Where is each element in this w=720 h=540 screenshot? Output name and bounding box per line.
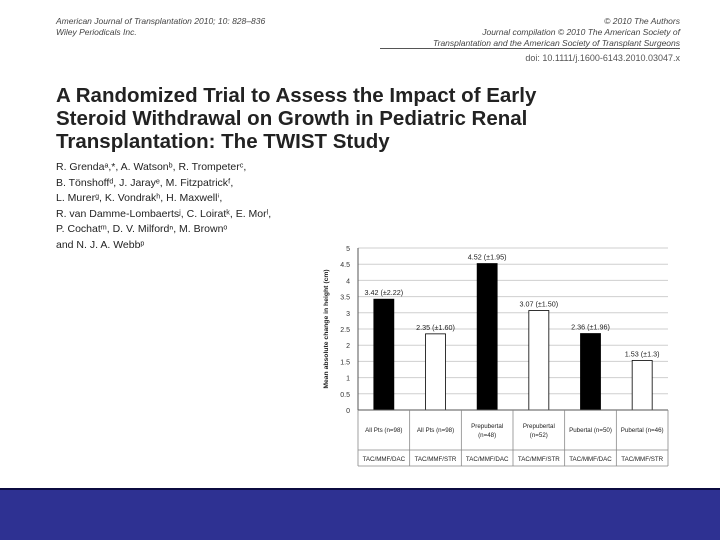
author-list: R. Grendaᵃ,*, A. Watsonᵇ, R. Trompeterᶜ,… <box>56 160 271 253</box>
regimen-label: TAC/MMF/DAC <box>363 456 406 463</box>
data-label: 3.07 (±1.50) <box>519 300 558 309</box>
regimen-label: TAC/MMF/DAC <box>569 456 612 463</box>
bar <box>631 360 653 411</box>
y-axis-label: Mean absolute change in height (cm) <box>323 269 330 388</box>
title-line-2: Steroid Withdrawal on Growth in Pediatri… <box>56 107 528 130</box>
author-line: L. Murerᵍ, K. Vondrakʰ, H. Maxwellⁱ, <box>56 192 223 204</box>
author-line: P. Cochatᵐ, D. V. Milfordⁿ, M. Brownᵒ <box>56 223 228 235</box>
doi-text: doi: 10.1111/j.1600-6143.2010.03047.x <box>525 53 680 63</box>
author-line: B. Tönshoffᵈ, J. Jarayᵉ, M. Fitzpatrickᶠ… <box>56 176 234 189</box>
category-label: (n=48) <box>478 432 496 439</box>
category-label: All Pts (n=98) <box>417 427 454 434</box>
y-tick-label: 4.5 <box>340 262 350 269</box>
author-line: R. Grendaᵃ,*, A. Watsonᵇ, R. Trompeterᶜ, <box>56 161 247 173</box>
regimen-label: TAC/MMF/STR <box>415 456 457 463</box>
category-label: Prepubertal <box>471 423 503 430</box>
y-tick-label: 1 <box>346 376 350 383</box>
category-label: Prepubertal <box>523 423 555 430</box>
y-tick-label: 0 <box>346 408 350 415</box>
article-title: A Randomized Trial to Assess the Impact … <box>56 84 656 153</box>
publisher-name: Wiley Periodicals Inc. <box>56 27 137 37</box>
category-label: Pubertal (n=50) <box>569 427 612 434</box>
data-label: 3.42 (±2.22) <box>364 288 403 297</box>
y-tick-label: 2 <box>346 343 350 350</box>
title-line-1: A Randomized Trial to Assess the Impact … <box>56 84 537 107</box>
y-tick-label: 2.5 <box>340 327 350 334</box>
bar <box>476 263 498 411</box>
data-label: 4.52 (±1.95) <box>468 253 507 262</box>
regimen-label: TAC/MMF/STR <box>518 456 560 463</box>
journal-citation: American Journal of Transplantation 2010… <box>56 16 265 38</box>
category-label: All Pts (n=98) <box>365 427 402 434</box>
height-change-bar-chart: 0 0.5 1 1.5 2 2.5 3 3.5 4 4.5 5 Mean absolute chang… <box>323 246 669 467</box>
category-label: Pubertal (n=46) <box>621 427 664 434</box>
societies-line: Transplantation and the American Society… <box>433 38 680 48</box>
author-line: and N. J. A. Webbᵖ <box>56 238 145 251</box>
data-label: 2.36 (±1.96) <box>571 323 610 332</box>
bar <box>580 333 601 411</box>
bar <box>373 298 395 411</box>
regimen-label: TAC/MMF/DAC <box>466 456 509 463</box>
title-line-3: Transplantation: The TWIST Study <box>56 130 390 153</box>
author-line: R. van Damme-Lombaertsʲ, C. Loiratᵏ, E. … <box>56 207 272 220</box>
regimen-label: TAC/MMF/STR <box>621 456 663 463</box>
y-tick-label: 1.5 <box>340 359 350 366</box>
copyright-line: © 2010 The Authors <box>604 16 680 26</box>
category-label: (n=52) <box>530 432 548 439</box>
y-tick-label: 0.5 <box>340 392 350 399</box>
y-tick-label: 3.5 <box>340 295 350 302</box>
bar <box>528 310 550 411</box>
bar <box>425 333 446 411</box>
journal-name: American Journal of Transplantation 2010… <box>56 16 266 26</box>
data-label: 2.35 (±1.60) <box>416 323 455 332</box>
copyright-block: © 2010 The Authors Journal compilation ©… <box>433 16 680 49</box>
y-tick-label: 3 <box>346 311 350 318</box>
data-label: 1.53 (±1.3) <box>625 349 660 358</box>
y-tick-label: 4 <box>346 278 350 285</box>
footer-bar <box>0 488 720 540</box>
header-divider <box>380 48 680 49</box>
y-tick-label: 5 <box>346 246 350 253</box>
compilation-line: Journal compilation © 2010 The American … <box>482 27 680 37</box>
